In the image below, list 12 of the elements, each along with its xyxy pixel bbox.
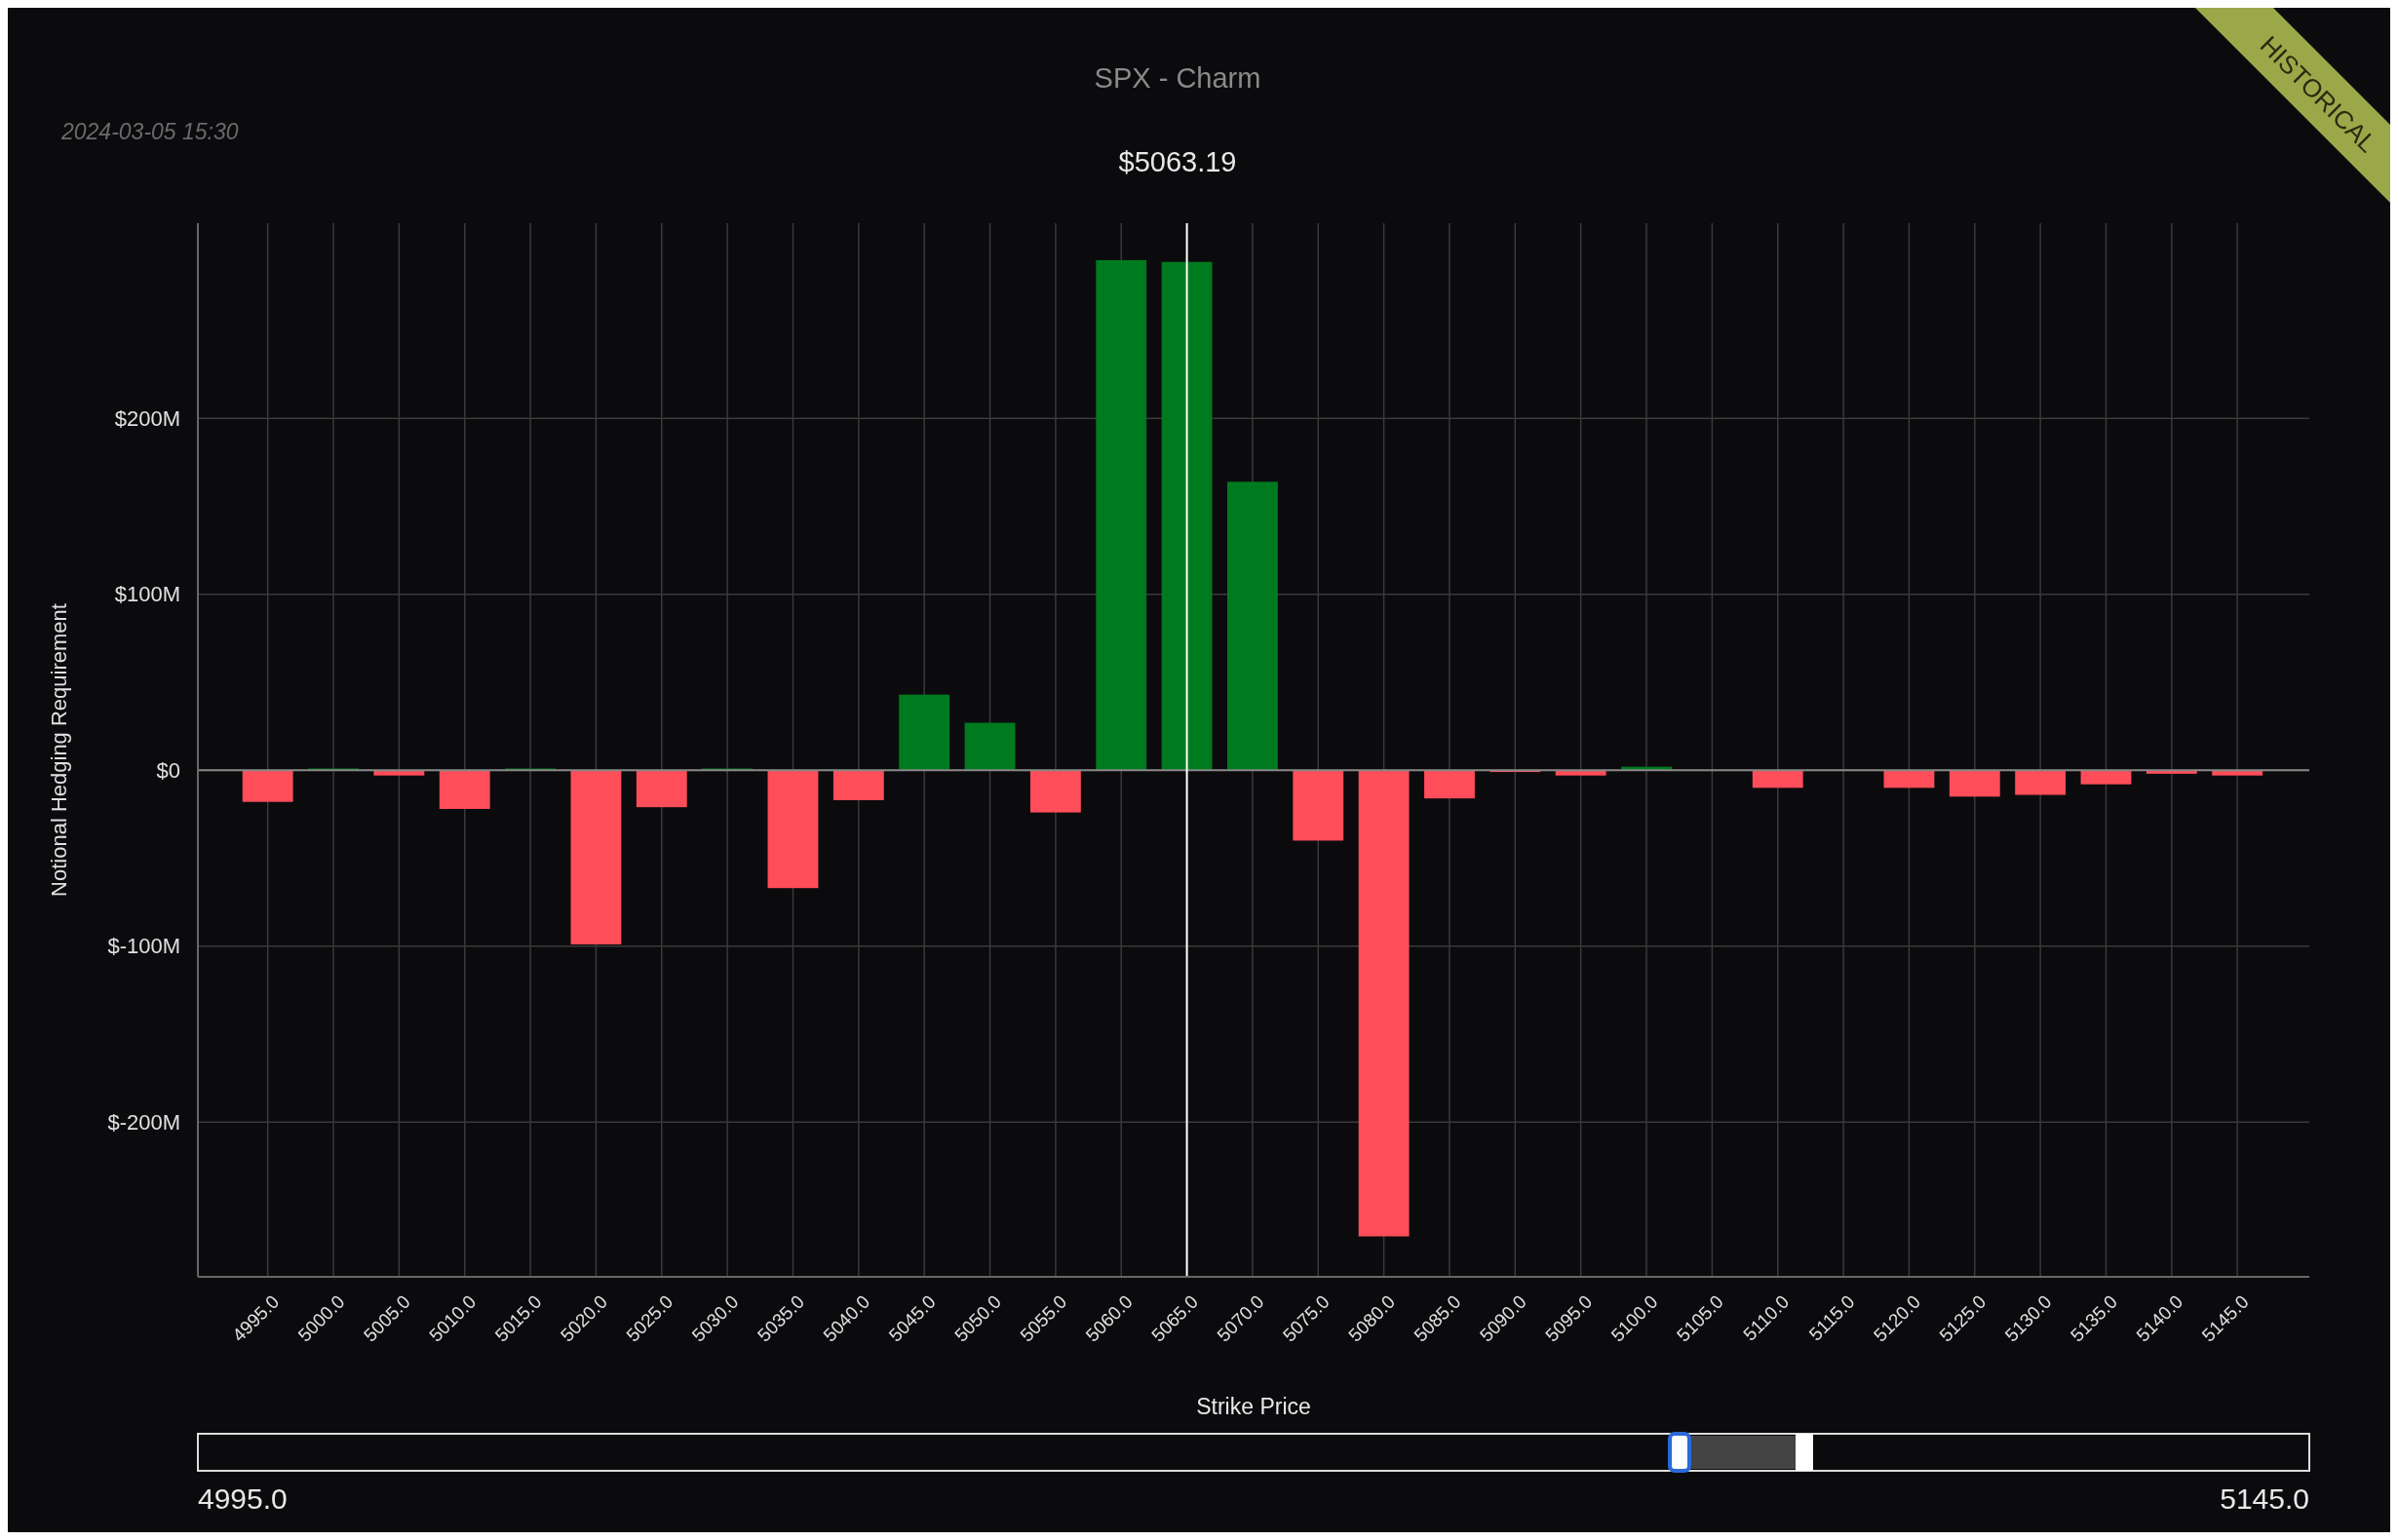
text: 2024-03-05 15:30 bbox=[60, 119, 239, 144]
chart-title: SPX - Charm bbox=[1094, 62, 1261, 94]
y-tick-label: $-200M bbox=[107, 1109, 180, 1135]
chart-subtitle: $5063.19 bbox=[1118, 146, 1237, 177]
y-tick-label: $-100M bbox=[107, 934, 180, 959]
y-tick-label: $0 bbox=[156, 757, 180, 783]
y-tick-label: $200M bbox=[114, 406, 180, 432]
y-tick-label: $100M bbox=[114, 582, 180, 607]
x-axis-title: Strike Price bbox=[1196, 1394, 1311, 1419]
text: 4995.0 bbox=[198, 1482, 288, 1515]
y-axis-title: Notional Hedging Requirement bbox=[47, 603, 71, 897]
text: 5145.0 bbox=[2220, 1482, 2309, 1515]
